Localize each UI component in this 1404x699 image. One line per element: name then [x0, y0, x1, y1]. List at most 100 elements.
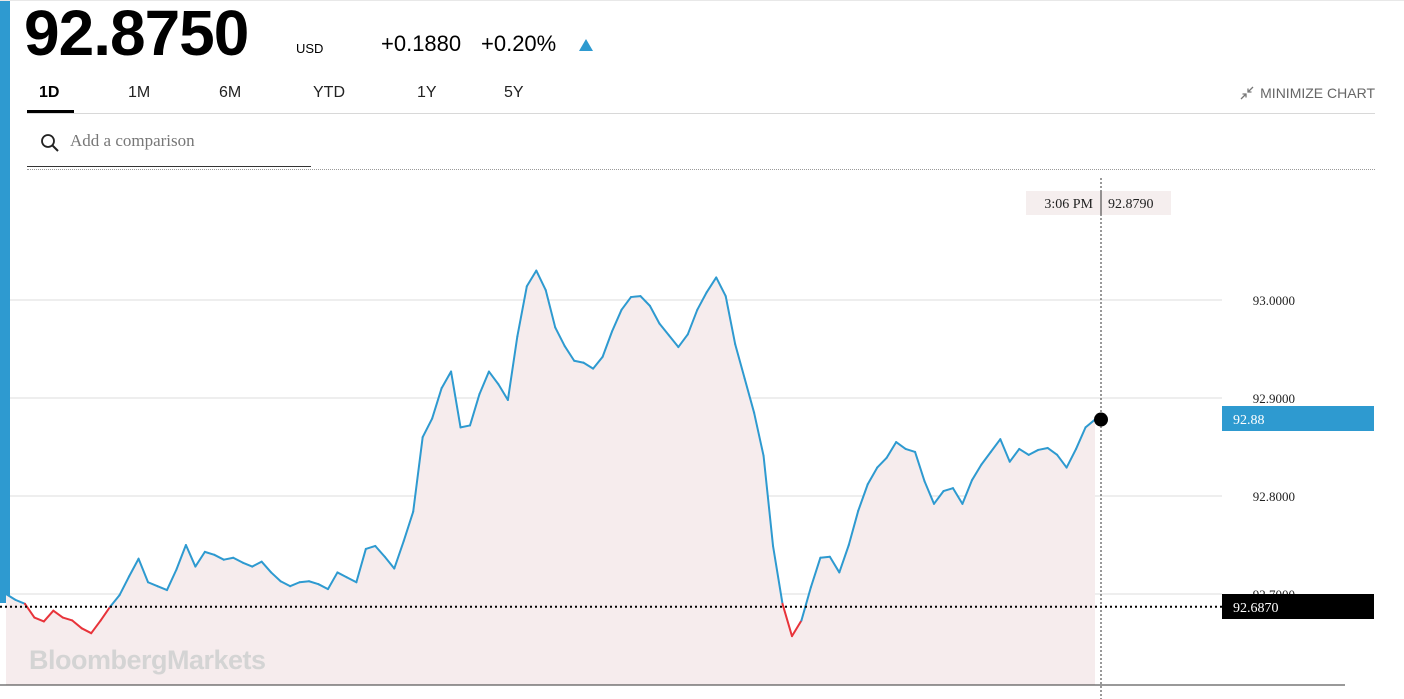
price-line-segment	[345, 576, 358, 584]
price-line-segment	[620, 296, 632, 311]
tab-1m[interactable]: 1M	[128, 84, 151, 101]
price-line-segment	[450, 370, 462, 429]
price-line-segment	[611, 308, 623, 333]
crosshair-tooltip	[1026, 191, 1171, 215]
price-line-segment	[885, 441, 898, 459]
price-line-segment	[42, 609, 55, 623]
price-line-segment	[109, 593, 121, 608]
active-tab-indicator	[27, 110, 74, 113]
price-line-segment	[251, 560, 263, 568]
price-line-segment	[279, 580, 292, 588]
minimize-chart-label: MINIMIZE CHART	[1260, 85, 1375, 101]
price-line-segment	[781, 602, 793, 638]
price-line-segment	[544, 289, 557, 329]
price-line-segment	[696, 291, 708, 311]
current-value-label: 92.88	[1233, 413, 1265, 428]
price-line-segment	[298, 580, 311, 584]
price-line-segment	[847, 509, 860, 546]
price-line-segment	[554, 326, 566, 348]
price-line-segment	[582, 361, 595, 370]
price-line-segment	[156, 585, 168, 592]
price-change-absolute: +0.1880	[381, 31, 462, 56]
price-line-segment	[326, 571, 339, 591]
price-line-segment	[876, 456, 888, 469]
price-line-segment	[705, 276, 718, 294]
price-line-segment	[592, 355, 604, 370]
price-line-segment	[203, 550, 216, 556]
price-line-segment	[970, 463, 983, 482]
price-line-segment	[734, 343, 746, 380]
price-line-segment	[857, 483, 869, 512]
price-line-segment	[317, 583, 329, 591]
minimize-chart-button[interactable]: MINIMIZE CHART	[1240, 85, 1375, 101]
header-divider	[27, 169, 1375, 170]
price-line-segment	[5, 593, 17, 601]
price-line-segment	[270, 571, 282, 583]
price-line-segment	[819, 555, 831, 559]
price-line-segment	[232, 556, 244, 564]
price-line-segment	[772, 544, 784, 605]
price-line-segment	[648, 304, 661, 325]
price-line-segment	[71, 619, 83, 630]
price-line-segment	[1008, 447, 1021, 463]
price-line-segment	[743, 377, 756, 414]
price-line-segment	[213, 553, 225, 561]
price-line-segment	[525, 269, 538, 288]
current-value-marker	[1094, 412, 1108, 427]
price-line-segment	[289, 581, 301, 588]
tab-6m[interactable]: 6M	[219, 84, 242, 101]
price-line-segment	[809, 556, 822, 589]
price-line-segment	[686, 308, 699, 336]
price-line-segment	[478, 370, 490, 396]
price-line-segment	[1037, 446, 1049, 451]
price-line-segment	[80, 627, 93, 635]
price-line-segment	[194, 550, 206, 568]
price-line-segment	[90, 619, 102, 635]
crosshair-time-label: 3:06 PM	[1044, 197, 1093, 212]
price-line-segment	[516, 285, 528, 338]
price-line-segment	[497, 383, 509, 401]
price-line-segment	[260, 560, 273, 574]
price-line-segment	[563, 345, 576, 362]
current-value-badge	[1222, 406, 1374, 431]
price-line-segment	[374, 544, 386, 558]
tab-ytd[interactable]: YTD	[313, 84, 345, 101]
price-line-segment	[1065, 447, 1078, 469]
price-line-segment	[715, 276, 727, 298]
price-line-segment	[629, 295, 642, 299]
price-line-segment	[118, 575, 131, 596]
price-line-segment	[535, 269, 547, 292]
price-line-segment	[601, 330, 614, 358]
y-tick-label: 93.0000	[1253, 293, 1295, 308]
tab-5y[interactable]: 5Y	[504, 84, 524, 101]
price-line-segment	[402, 510, 415, 543]
time-range-tabs: 1D 1M 6M YTD 1Y 5Y MINIMIZE CHART	[27, 79, 1375, 114]
tab-1d[interactable]: 1D	[39, 84, 60, 101]
price-line-segment	[222, 556, 235, 561]
search-icon	[41, 134, 59, 152]
price-line-segment	[421, 417, 434, 439]
price-line-segment	[506, 335, 519, 401]
comparison-search-input[interactable]	[70, 128, 300, 154]
price-line-segment	[753, 411, 765, 457]
price-line-segment	[128, 557, 140, 578]
currency-label: USD	[296, 41, 324, 56]
price-line-segment	[52, 609, 64, 619]
price-line-segment	[431, 387, 443, 420]
comparison-search	[27, 120, 311, 167]
price-line-segment	[308, 580, 320, 586]
price-line-segment	[1084, 418, 1096, 429]
minimize-icon	[1240, 86, 1254, 100]
price-line-segment	[14, 598, 26, 605]
price-area-fill	[6, 270, 1095, 685]
tab-1y[interactable]: 1Y	[417, 84, 437, 101]
previous-close-label: 92.6870	[1233, 601, 1279, 616]
price-line-segment	[989, 438, 1002, 453]
price-change-percent: +0.20%	[481, 31, 557, 56]
price-line-segment	[951, 487, 964, 505]
price-line-segment	[184, 544, 197, 568]
price-line-segment	[336, 571, 348, 579]
price-line-segment	[1075, 426, 1087, 450]
price-line-segment	[147, 581, 159, 588]
